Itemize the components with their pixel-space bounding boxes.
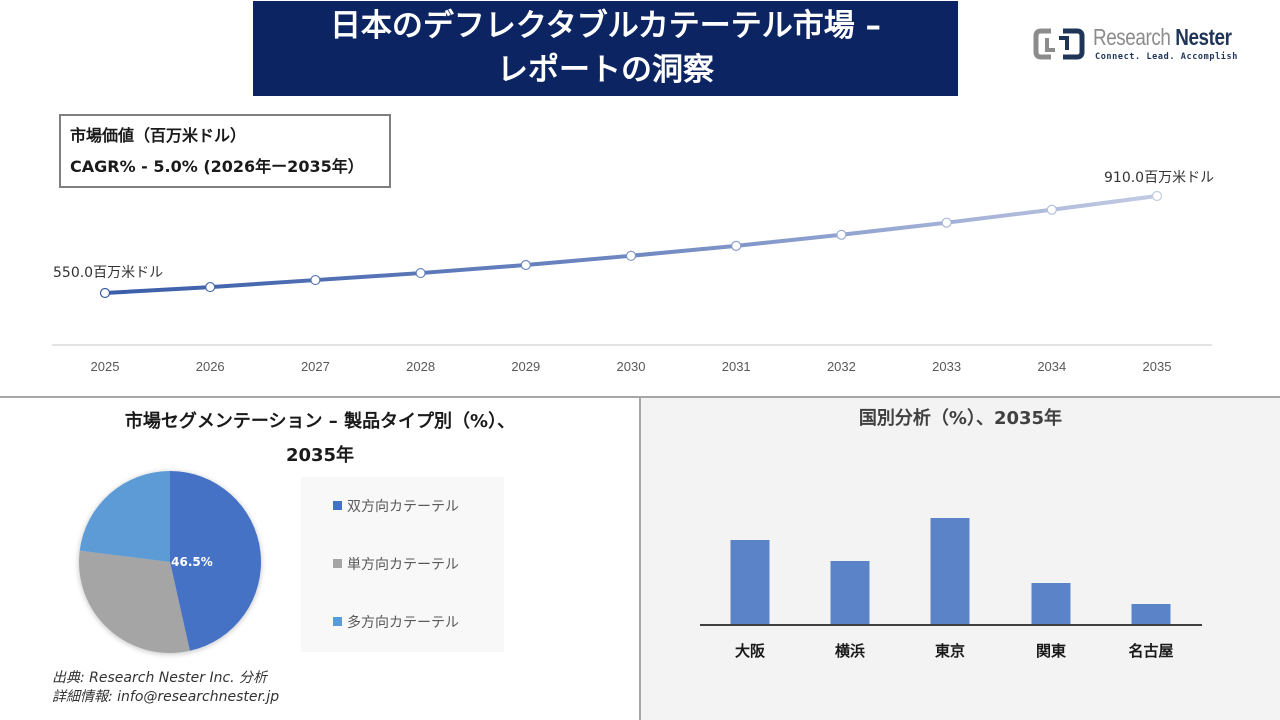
bar <box>830 561 870 624</box>
legend-swatch-multidirectional <box>333 617 342 626</box>
bar-category-label: 大阪 <box>735 642 766 660</box>
pie-slice-multidirectional <box>79 471 170 562</box>
start-value-annotation: 550.0百万米ドル <box>53 265 164 281</box>
logo-name: Research Nester <box>1093 24 1232 50</box>
report-title-line2: レポートの洞察 <box>497 52 714 88</box>
section-divider-vertical <box>639 397 641 720</box>
legend-item-unidirectional: 単方向カテーテル <box>333 554 459 574</box>
x-tick-label: 2030 <box>617 359 646 374</box>
data-point <box>415 267 426 279</box>
market-value-line <box>104 194 1158 295</box>
x-tick-label: 2029 <box>511 359 540 374</box>
data-point <box>625 250 637 261</box>
line-data-points <box>99 190 1163 299</box>
data-point <box>205 281 216 293</box>
product-type-pie-chart: 46.5% <box>79 471 261 653</box>
x-tick-label: 2031 <box>722 359 751 374</box>
bar-category-label: 関東 <box>1036 642 1066 660</box>
bar <box>1031 583 1071 624</box>
x-tick-label: 2025 <box>91 359 120 374</box>
x-tick-label: 2035 <box>1143 359 1172 374</box>
data-point <box>1151 190 1163 202</box>
logo-tagline: Connect. Lead. Accomplish <box>1095 52 1238 62</box>
data-point <box>1046 204 1057 215</box>
pie-slice-bidirectional <box>170 471 261 651</box>
bar-category-label: 名古屋 <box>1128 642 1173 660</box>
x-tick-label: 2033 <box>932 359 961 374</box>
market-value-line-chart: 2025 2026 2027 2028 2029 2030 2031 2032 2033 2034… <box>52 190 1212 374</box>
pie-data-label: 46.5% <box>171 555 213 569</box>
x-tick-label: 2032 <box>827 359 856 374</box>
segmentation-title: 市場セグメンテーション – 製品タイプ別（%）、 2035年 <box>124 411 516 466</box>
country-analysis-title: 国別分析（%）、2035年 <box>858 408 1063 429</box>
bar <box>930 518 970 624</box>
logo-mark-icon <box>1033 28 1085 60</box>
legend-item-bidirectional: 双方向カテーテル <box>333 496 459 516</box>
source-line: 出典: Research Nester Inc. 分析 <box>52 670 268 686</box>
pie-legend: 双方向カテーテル 単方向カテーテル 多方向カテーテル <box>301 477 504 652</box>
report-title-line1: 日本のデフレクタブルカテーテル市場 – <box>329 8 882 44</box>
legend-swatch-unidirectional <box>333 559 342 568</box>
x-tick-label: 2028 <box>406 359 435 374</box>
country-bar-chart: 大阪 横浜 東京 関東 名古屋 <box>700 518 1202 660</box>
contact-line: 詳細情報: info@researchnester.jp <box>52 689 280 705</box>
bar-category-label: 横浜 <box>835 642 865 660</box>
legend-item-multidirectional: 多方向カテーテル <box>333 612 459 632</box>
data-point <box>520 259 531 271</box>
cagr-label: CAGR% - 5.0% (2026年ー2035年） <box>70 157 364 176</box>
research-nester-logo: Research Nester Connect. Lead. Accomplis… <box>1033 24 1253 66</box>
report-title-banner: 日本のデフレクタブルカテーテル市場 – レポートの洞察 <box>253 1 958 96</box>
market-value-info-box: 市場価値（百万米ドル） CAGR% - 5.0% (2026年ー2035年） <box>59 114 391 188</box>
x-tick-label: 2026 <box>196 359 225 374</box>
data-point <box>941 217 952 228</box>
end-value-annotation: 910.0百万米ドル <box>1104 170 1215 186</box>
x-tick-label: 2034 <box>1037 359 1066 374</box>
pie-slice-unidirectional <box>79 550 190 653</box>
source-note: 出典: Research Nester Inc. 分析 詳細情報: info@r… <box>52 669 279 707</box>
bar-category-label: 東京 <box>935 642 965 660</box>
data-point <box>836 229 847 240</box>
data-point <box>99 287 111 299</box>
data-point <box>731 240 742 251</box>
data-point <box>310 274 321 286</box>
bar <box>1131 604 1171 624</box>
legend-swatch-bidirectional <box>333 501 342 510</box>
x-tick-label: 2027 <box>301 359 330 374</box>
market-value-label: 市場価値（百万米ドル） <box>70 126 247 145</box>
bar <box>730 540 770 624</box>
x-axis-tick-labels: 2025 2026 2027 2028 2029 2030 2031 2032 2033 2034… <box>91 359 1172 374</box>
